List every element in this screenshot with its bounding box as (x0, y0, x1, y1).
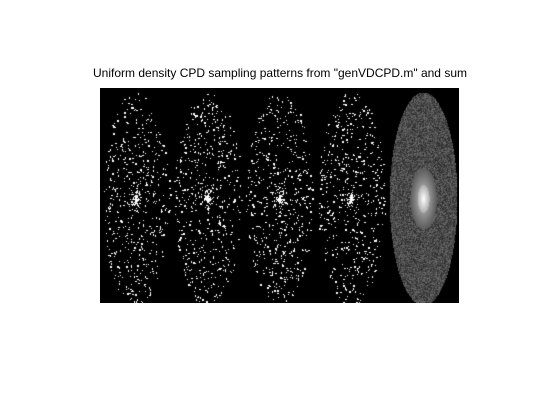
figure-title: Uniform density CPD sampling patterns fr… (93, 66, 467, 80)
sampling-pattern-canvas (100, 88, 459, 303)
sampling-pattern-image (100, 88, 459, 303)
